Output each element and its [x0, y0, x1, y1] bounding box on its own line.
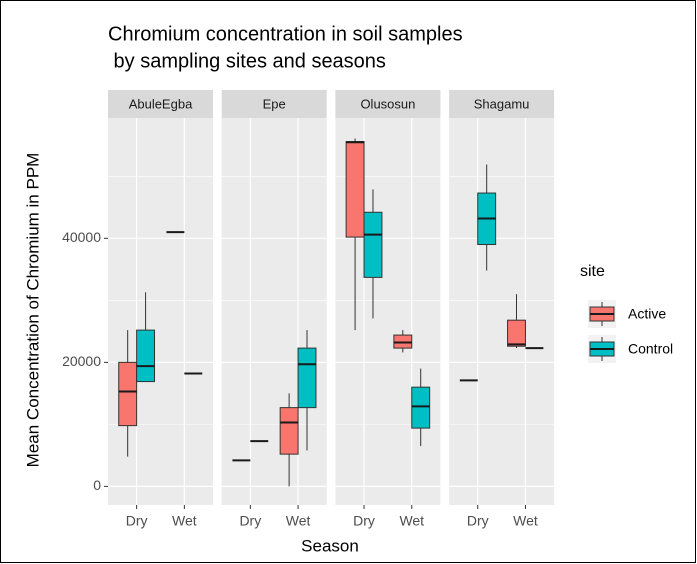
x-tick-label: Wet: [172, 513, 197, 529]
panel-background: [108, 118, 213, 505]
box: [136, 329, 156, 383]
x-tick-label: Dry: [467, 513, 489, 529]
strip-label: Epe: [263, 96, 286, 111]
box: [118, 361, 138, 427]
panel-background: [449, 118, 555, 505]
x-axis-label: Season: [301, 536, 359, 555]
legend-title: site: [580, 263, 605, 280]
box: [411, 386, 431, 429]
strip-label: Shagamu: [474, 96, 530, 111]
panel-background: [221, 118, 327, 505]
x-tick-label: Dry: [239, 513, 261, 529]
box: [363, 211, 383, 278]
x-tick-label: Wet: [399, 513, 424, 529]
chart-title: Chromium concentration in soil samples: [108, 23, 463, 45]
strip: [449, 90, 555, 118]
box: [345, 141, 365, 238]
box: [279, 407, 299, 455]
legend-label: Active: [628, 306, 666, 322]
chart-title: by sampling sites and seasons: [108, 50, 386, 72]
x-tick-label: Wet: [513, 513, 538, 529]
strip: [335, 90, 441, 118]
box: [507, 319, 526, 347]
strip-label: Olusosun: [360, 96, 415, 111]
box: [297, 347, 317, 409]
strip: [108, 90, 213, 118]
x-tick-label: Wet: [286, 513, 311, 529]
y-tick-label: 40000: [62, 229, 101, 245]
legend-label: Control: [628, 341, 673, 357]
y-tick-label: 0: [93, 477, 101, 493]
strip: [221, 90, 327, 118]
y-axis-label: Mean Concentration of Chromium in PPM: [23, 153, 42, 468]
strip-label: AbuleEgba: [129, 96, 193, 111]
y-tick-label: 20000: [62, 353, 101, 369]
x-tick-label: Dry: [353, 513, 375, 529]
x-tick-label: Dry: [126, 513, 148, 529]
